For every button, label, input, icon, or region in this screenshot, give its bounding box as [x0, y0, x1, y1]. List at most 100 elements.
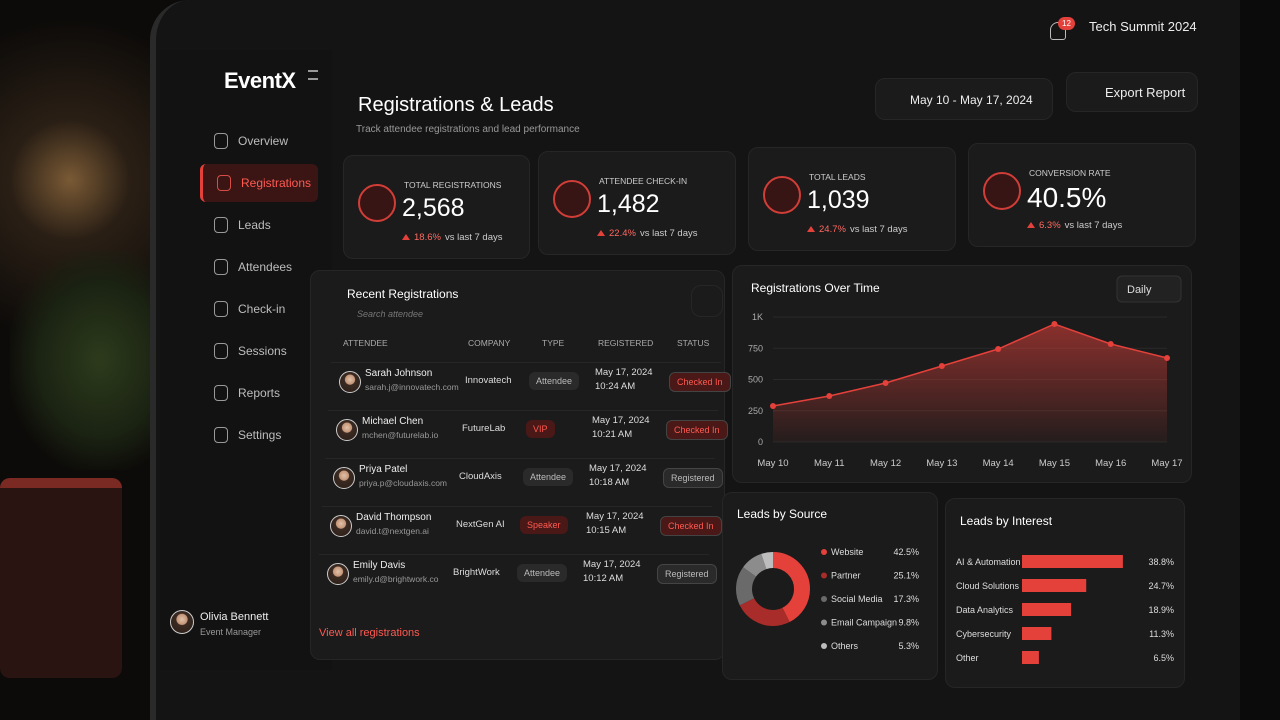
- table-search[interactable]: Search attendee: [357, 309, 424, 319]
- attendee-name: Emily Davis: [353, 560, 406, 571]
- kpi-icon: [553, 180, 591, 218]
- attendee-name: Sarah Johnson: [365, 368, 433, 379]
- category-label: Other: [956, 653, 979, 663]
- period-select[interactable]: [1116, 275, 1182, 303]
- legend-swatch: [821, 619, 827, 626]
- registered-date: May 17, 2024: [586, 511, 644, 522]
- nav-item[interactable]: Reports: [200, 374, 318, 412]
- kpi-change-note: vs last 7 days: [639, 228, 698, 239]
- kpi-icon: [983, 172, 1021, 210]
- row-avatar: [336, 419, 358, 441]
- search-button[interactable]: [691, 285, 723, 317]
- point: [1107, 341, 1114, 347]
- y-tick-label: 250: [748, 406, 763, 416]
- user-role: Event Manager: [200, 627, 262, 637]
- attendee-name: Priya Patel: [359, 464, 408, 475]
- x-tick-label: May 10: [757, 458, 788, 469]
- nav-label: Sessions: [238, 344, 287, 358]
- kpi-card: TOTAL REGISTRATIONS 2,568 18.6% vs last 7 d…: [343, 155, 530, 259]
- status-badge: Checked In: [666, 420, 728, 440]
- export-button[interactable]: Export Report: [1066, 72, 1198, 112]
- kpi-change-value: 6.3%: [1039, 220, 1061, 231]
- y-tick-label: 750: [748, 343, 763, 353]
- trend-up-icon: [597, 230, 605, 236]
- kpi-change-value: 18.6%: [414, 232, 441, 243]
- registered-date: May 17, 2024: [589, 463, 647, 474]
- user-name[interactable]: Olivia Bennett: [200, 611, 269, 623]
- nav-item[interactable]: Check-in: [200, 290, 318, 328]
- nav-item[interactable]: Attendees: [200, 248, 318, 286]
- kpi-change-note: vs last 7 days: [849, 224, 908, 235]
- bar: [1022, 627, 1052, 640]
- logo: EventX: [224, 68, 296, 93]
- background-mug: [0, 478, 122, 678]
- sidebar: EventX Overview Registrations Leads Attendee…: [160, 50, 332, 670]
- value-label: 38.8%: [1148, 557, 1174, 567]
- kpi-value: 40.5%: [1027, 182, 1107, 213]
- date-picker[interactable]: May 10 - May 17, 2024: [875, 78, 1053, 120]
- table-row: Sarah Johnson sarah.j@innovatech.com Innov…: [331, 362, 731, 408]
- column-header: STATUS: [677, 338, 710, 348]
- kpi-label: TOTAL REGISTRATIONS: [404, 180, 502, 190]
- trend-up-icon: [807, 226, 815, 232]
- donut-card: Leads by Source Website 42.5% Partner 25.1% S…: [722, 492, 938, 680]
- company: CloudAxis: [459, 471, 502, 482]
- nav-label: Settings: [238, 428, 282, 442]
- x-tick-label: May 15: [1039, 458, 1070, 469]
- value-label: 11.3%: [1149, 629, 1174, 639]
- chart: Registrations Over Time Daily 0 250 500 750 1K…: [748, 275, 1183, 469]
- user-avatar: [170, 610, 194, 634]
- registrations-table: Recent Registrations Search attendee ATTEN…: [310, 270, 731, 660]
- kpi-icon: [358, 184, 396, 222]
- y-tick-label: 500: [748, 375, 763, 385]
- attendee-name: David Thompson: [356, 512, 432, 523]
- nav-item[interactable]: Sessions: [200, 332, 318, 370]
- nav-item[interactable]: Leads: [200, 206, 318, 244]
- donut-slice: [736, 552, 810, 626]
- type-badge: Attendee: [517, 564, 568, 582]
- nav-item[interactable]: Registrations: [200, 164, 318, 202]
- column-header: TYPE: [542, 338, 565, 348]
- value-label: 17.3%: [893, 594, 919, 604]
- legend-label: Email Campaign: [831, 618, 897, 628]
- trend-up-icon: [1027, 222, 1035, 228]
- nav-icon: [214, 133, 228, 149]
- kpi-icon: [763, 176, 801, 214]
- kpi-change-value: 24.7%: [819, 224, 846, 235]
- chart-title: Leads by Source: [737, 507, 827, 521]
- nav-icon: [214, 259, 228, 275]
- trend-up-icon: [402, 234, 410, 240]
- nav-item[interactable]: Overview: [200, 122, 318, 160]
- nav-label: Registrations: [241, 176, 312, 190]
- kpi-label: TOTAL LEADS: [809, 172, 866, 182]
- background-plant: [10, 250, 160, 470]
- x-tick-label: May 16: [1095, 458, 1126, 469]
- bar: [1022, 603, 1072, 616]
- menu-icon: [308, 70, 318, 80]
- page-title: Registrations & Leads: [358, 94, 554, 116]
- y-tick-label: 0: [758, 437, 763, 447]
- bar-card: Leads by Interest AI & Automation 38.8% Clo…: [945, 498, 1185, 688]
- row-avatar: [339, 371, 361, 393]
- period-label: Daily: [1127, 284, 1152, 296]
- kpi-change: 6.3% vs last 7 days: [1027, 220, 1122, 231]
- value-label: 6.5%: [1153, 653, 1174, 663]
- legend-label: Others: [831, 641, 859, 651]
- nav-item[interactable]: Settings: [200, 416, 318, 454]
- attendee-name: Michael Chen: [362, 416, 424, 427]
- page-subtitle: Track attendee registrations and lead pe…: [356, 124, 580, 135]
- status-badge: Checked In: [669, 372, 731, 392]
- table-row: Priya Patel priya.p@cloudaxis.com CloudAxi…: [325, 458, 723, 504]
- row-avatar: [330, 515, 352, 537]
- attendee-email: sarah.j@innovatech.com: [365, 382, 459, 392]
- bar: [1022, 555, 1123, 568]
- point: [938, 363, 945, 369]
- view-all-link[interactable]: View all registrations: [319, 627, 420, 639]
- point: [995, 346, 1002, 352]
- event-name[interactable]: Tech Summit 2024: [1089, 19, 1197, 34]
- category-label: Data Analytics: [956, 605, 1014, 615]
- row-avatar: [333, 467, 355, 489]
- row-avatar: [327, 563, 349, 585]
- kpi-card: CONVERSION RATE 40.5% 6.3% vs last 7 days: [968, 143, 1196, 247]
